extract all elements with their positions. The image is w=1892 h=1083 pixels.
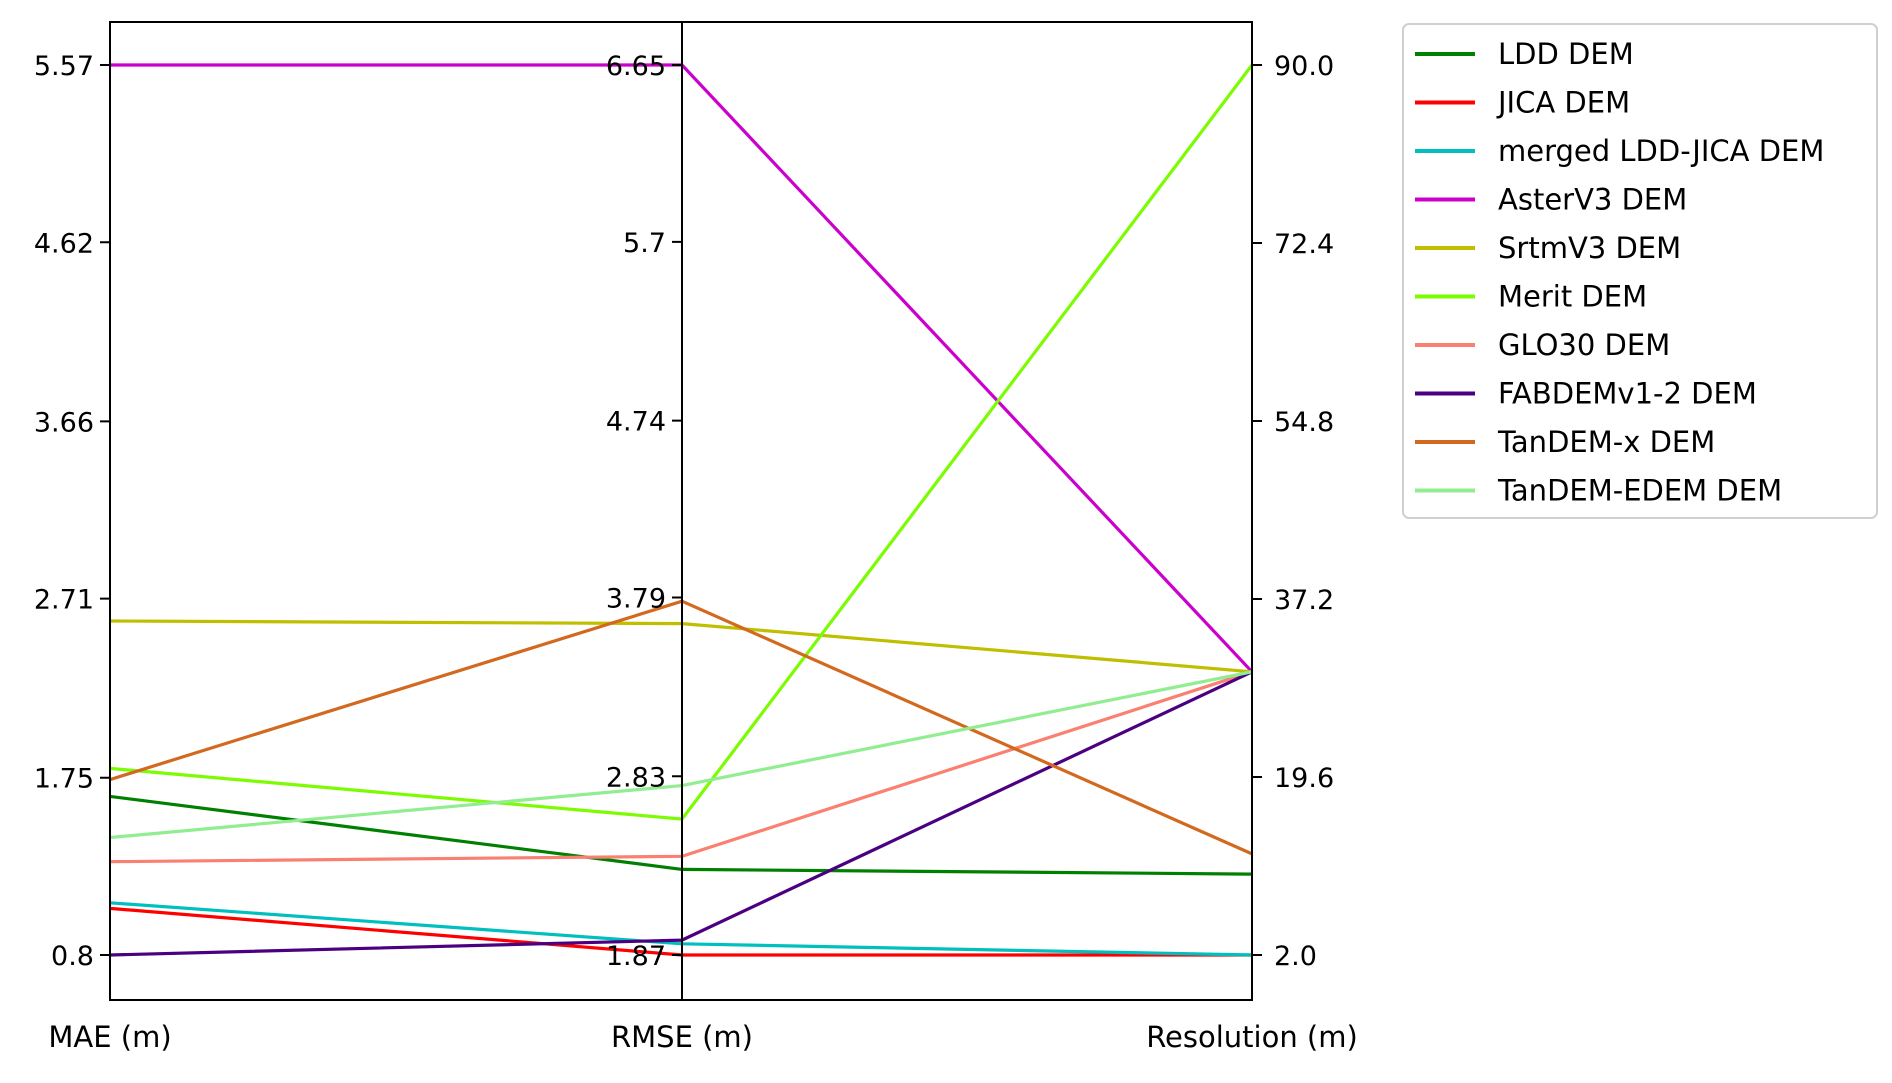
tick-label: 90.0	[1274, 51, 1334, 82]
legend-entry: merged LDD-JICA DEM	[1498, 134, 1824, 168]
legend-entry: LDD DEM	[1498, 37, 1634, 71]
tick-label: 6.65	[606, 51, 666, 82]
axis-title: Resolution (m)	[1146, 1020, 1358, 1054]
tick-label: 2.83	[606, 762, 666, 793]
tick-label: 54.8	[1274, 407, 1334, 438]
tick-label: 4.74	[606, 407, 666, 438]
legend-entry: SrtmV3 DEM	[1498, 231, 1681, 265]
legend: LDD DEM JICA DEM merged LDD-JICA DEM AsterV…	[1402, 23, 1878, 519]
tick-label: 3.79	[606, 584, 666, 615]
axis-title: RMSE (m)	[611, 1020, 753, 1054]
tick-label: 19.6	[1274, 763, 1334, 794]
axes: 0.8 1.75 2.71 3.66 4.62 5.57 1.87 2.83 3.79 4.74 5…	[34, 22, 1334, 1000]
legend-entry: AsterV3 DEM	[1498, 183, 1687, 217]
legend-entry: GLO30 DEM	[1498, 328, 1670, 362]
tick-label: 37.2	[1274, 585, 1334, 616]
tick-label: 5.57	[34, 51, 94, 82]
tick-label: 72.4	[1274, 229, 1334, 260]
axis-labels: MAE (m) RMSE (m) Resolution (m)	[48, 1020, 1357, 1054]
legend-entry: TanDEM-x DEM	[1497, 425, 1715, 459]
legend-entry: TanDEM-EDEM DEM	[1497, 474, 1782, 508]
tick-label: 2.0	[1274, 941, 1317, 972]
tick-label: 0.8	[51, 941, 94, 972]
legend-entry: JICA DEM	[1496, 86, 1630, 120]
tick-label: 4.62	[34, 228, 94, 259]
legend-box	[1402, 23, 1878, 519]
tick-label: 2.71	[34, 585, 94, 616]
tick-label: 1.87	[606, 941, 666, 972]
tick-label: 3.66	[34, 407, 94, 438]
legend-entry: Merit DEM	[1498, 280, 1647, 314]
tick-label: 5.7	[623, 228, 666, 259]
legend-entry: FABDEMv1-2 DEM	[1498, 377, 1757, 411]
tick-label: 1.75	[34, 764, 94, 795]
axis-title: MAE (m)	[48, 1020, 171, 1054]
